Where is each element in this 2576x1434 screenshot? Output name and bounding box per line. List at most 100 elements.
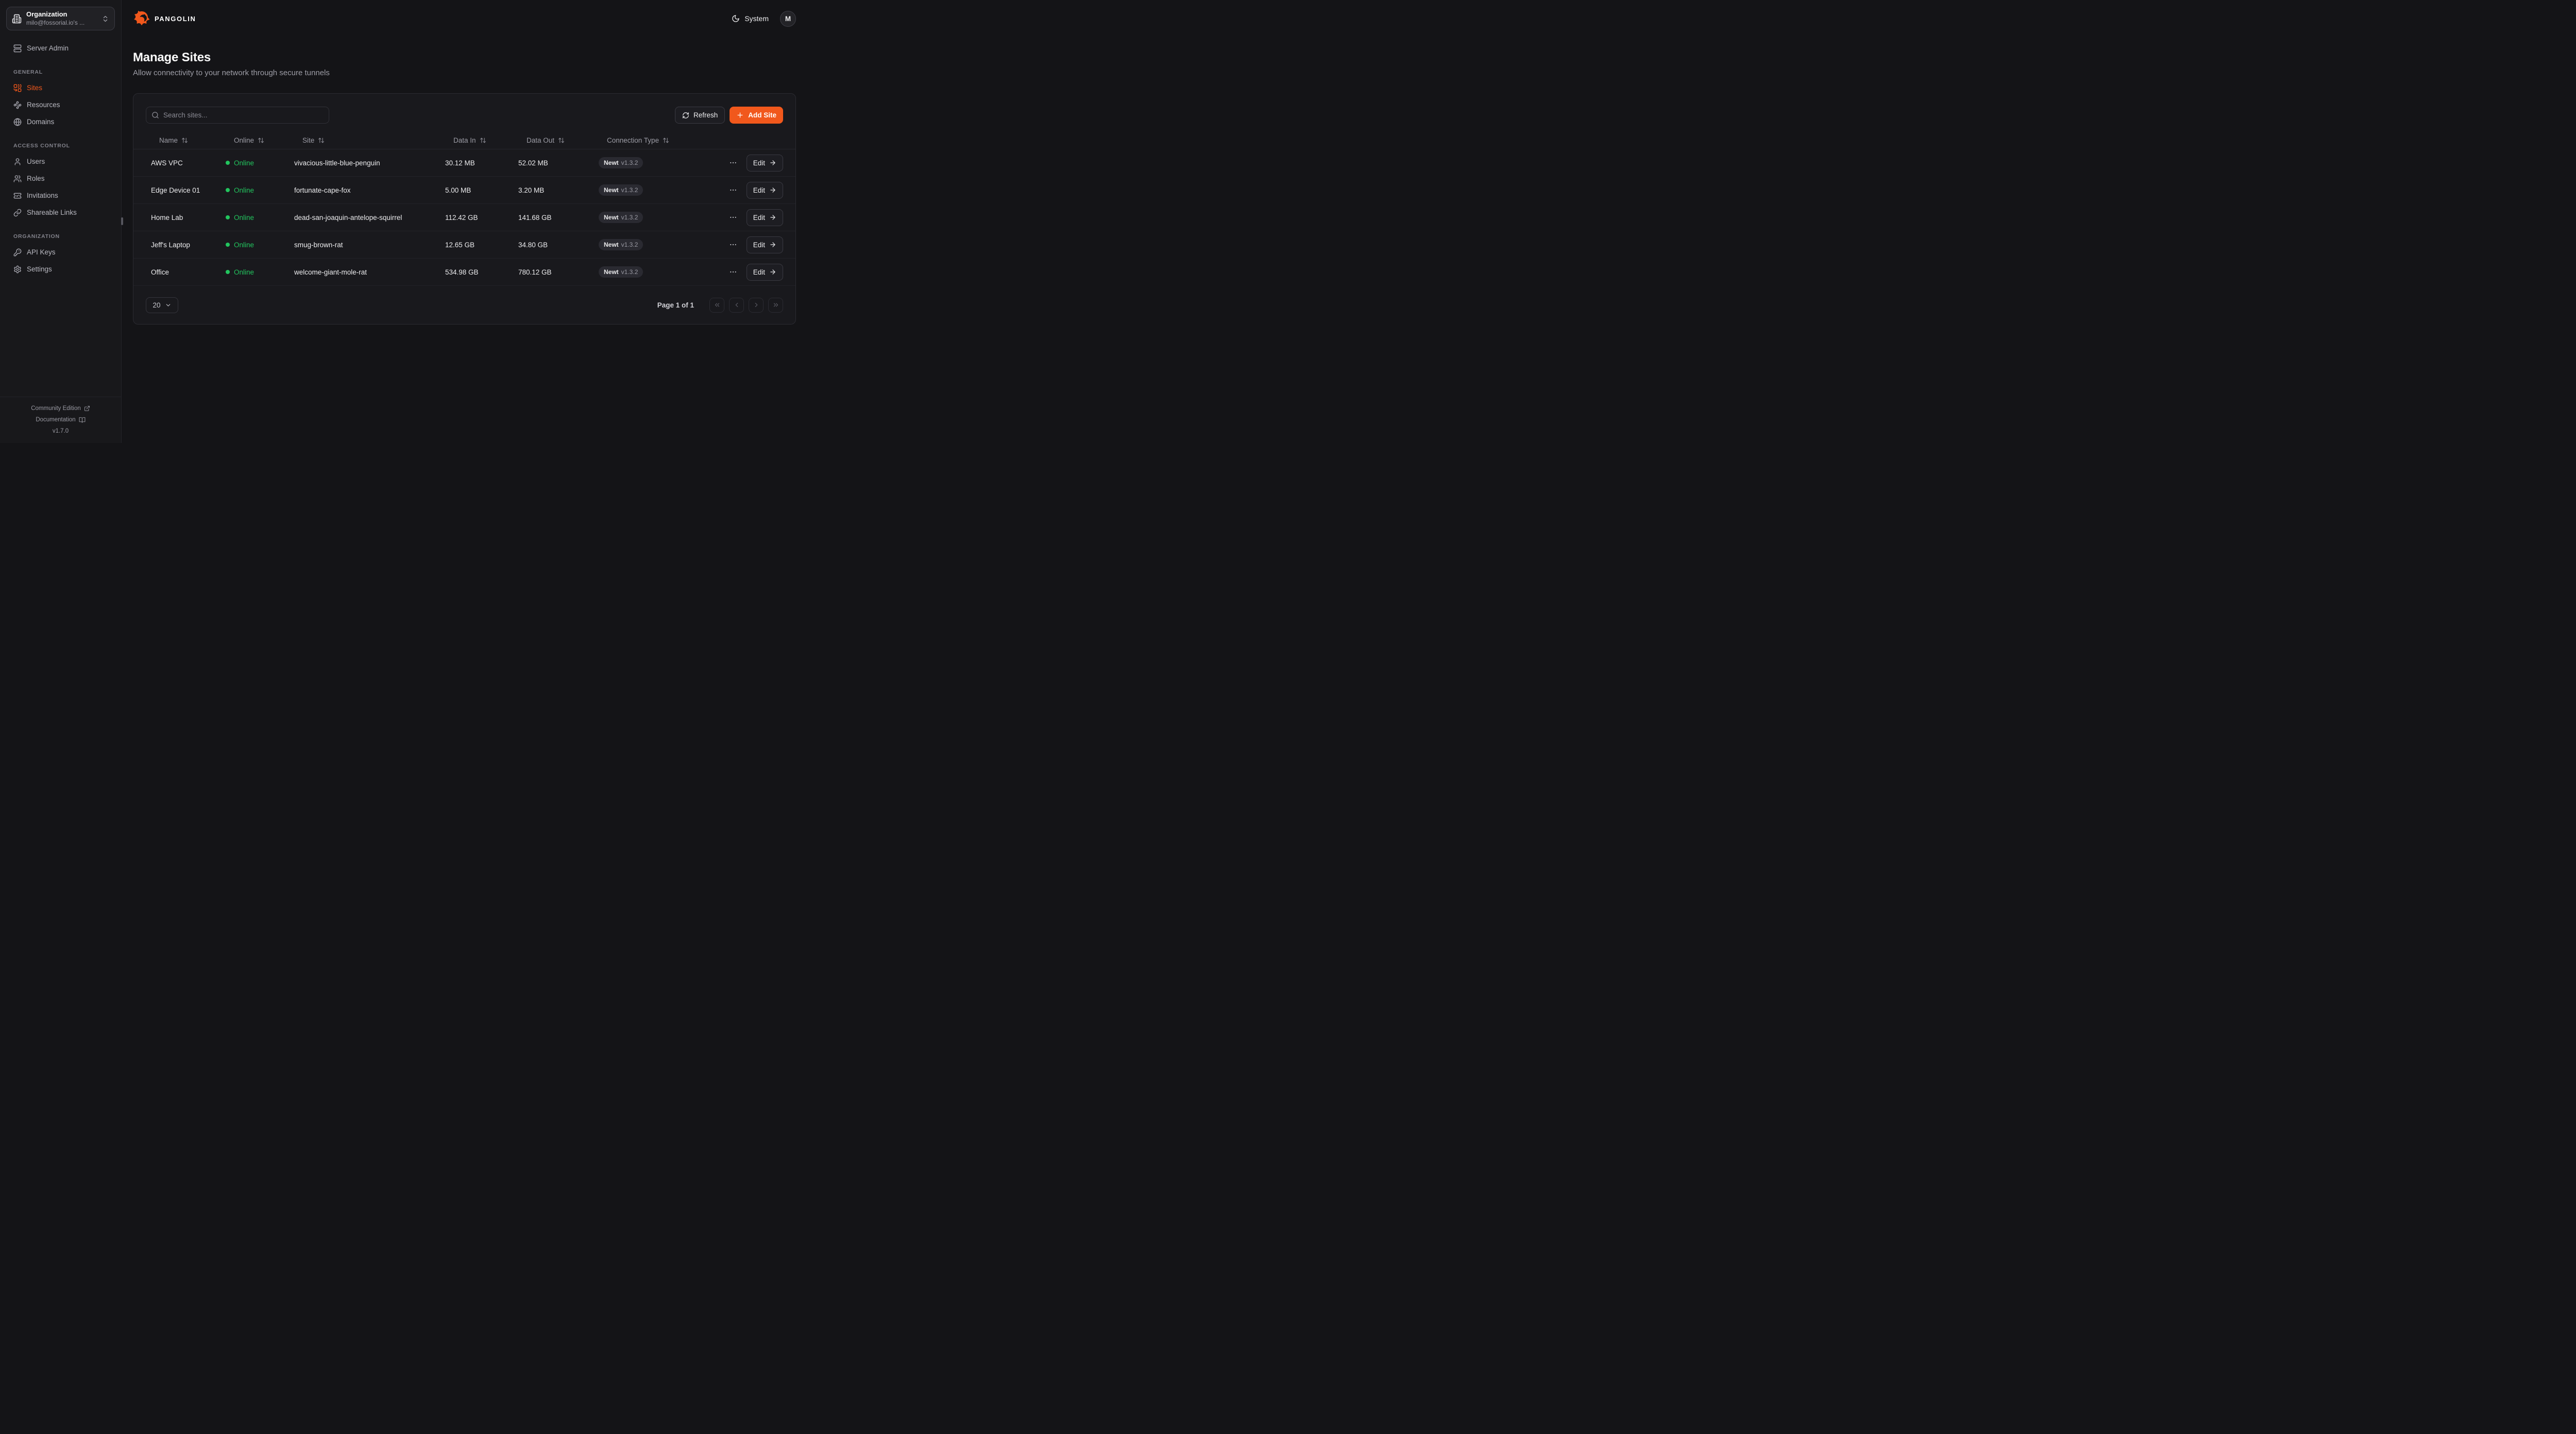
row-menu-button[interactable] [727, 157, 739, 169]
avatar[interactable]: M [780, 10, 796, 27]
sidebar-item-resources[interactable]: Resources [6, 96, 115, 113]
edit-button[interactable]: Edit [746, 236, 783, 253]
row-online: Online [226, 241, 294, 249]
ticket-check-icon [13, 192, 22, 200]
pager-buttons [709, 297, 783, 313]
sidebar-item-roles[interactable]: Roles [6, 170, 115, 187]
sidebar-item-label: Resources [27, 101, 60, 109]
page-size-value: 20 [152, 301, 161, 309]
book-open-icon [79, 417, 86, 423]
key-icon [13, 248, 22, 257]
row-site: welcome-giant-mole-rat [294, 268, 367, 276]
chevron-left-icon [733, 301, 740, 309]
server-icon [13, 44, 22, 53]
theme-toggle[interactable]: System [732, 14, 769, 23]
refresh-button[interactable]: Refresh [674, 107, 725, 124]
sidebar-item-server-admin[interactable]: Server Admin [6, 40, 115, 57]
arrow-up-down-icon [258, 137, 264, 144]
page-head: Manage Sites Allow connectivity to your … [133, 50, 796, 77]
org-selector-subtitle: milo@fossorial.io's ... [26, 19, 85, 26]
user-icon [13, 158, 22, 166]
row-data-out: 141.68 GB [518, 213, 552, 221]
connection-badge: Newt v1.3.2 [599, 212, 643, 223]
previous-page-button[interactable] [729, 297, 744, 313]
toolbar-actions: Refresh Add Site [674, 107, 783, 124]
row-edit-label: Edit [753, 213, 765, 221]
refresh-icon [682, 112, 689, 119]
row-connection-type: Newt v1.3.2 [599, 266, 717, 278]
arrow-up-down-icon [181, 137, 188, 144]
row-connection-type: Newt v1.3.2 [599, 239, 717, 250]
edit-button[interactable]: Edit [746, 154, 783, 172]
documentation-link[interactable]: Documentation [4, 414, 117, 425]
table-row[interactable]: Home Lab Online dead-san-joaquin-antelop… [133, 204, 795, 231]
sidebar-resize-handle[interactable] [121, 217, 123, 225]
column-header-name[interactable]: Name [151, 136, 226, 144]
row-actions: Edit [717, 181, 783, 199]
edit-button[interactable]: Edit [746, 209, 783, 226]
edit-button[interactable]: Edit [746, 263, 783, 281]
app-window: Organization milo@fossorial.io's ... Ser… [0, 0, 808, 443]
badge-version: v1.3.2 [621, 186, 638, 194]
sidebar-item-sites[interactable]: Sites [6, 79, 115, 96]
plus-icon [736, 111, 744, 119]
brand: PANGOLIN [133, 9, 196, 29]
users-icon [13, 175, 22, 183]
sidebar-item-domains[interactable]: Domains [6, 113, 115, 130]
card-toolbar: Refresh Add Site [133, 94, 795, 124]
combine-icon [13, 84, 22, 92]
column-label: Connection Type [607, 136, 659, 144]
table-row[interactable]: Jeff's Laptop Online smug-brown-rat 12.6… [133, 231, 795, 259]
community-edition-link[interactable]: Community Edition [4, 403, 117, 414]
column-header-data-in[interactable]: Data In [445, 136, 518, 144]
sidebar-item-api-keys[interactable]: API Keys [6, 244, 115, 261]
row-data-in: 534.98 GB [445, 268, 479, 276]
table-header: Name Online Site [133, 132, 795, 149]
org-selector-text: Organization milo@fossorial.io's ... [26, 10, 84, 26]
page-size-select[interactable]: 20 [146, 297, 178, 313]
row-menu-button[interactable] [727, 266, 739, 278]
org-selector[interactable]: Organization milo@fossorial.io's ... [6, 7, 115, 30]
table-row[interactable]: Office Online welcome-giant-mole-rat 534… [133, 259, 795, 286]
arrow-up-down-icon [558, 137, 565, 144]
sidebar-item-invitations[interactable]: Invitations [6, 187, 115, 204]
sidebar-item-label: Domains [27, 118, 55, 126]
online-dot-icon [226, 188, 230, 192]
row-site: dead-san-joaquin-antelope-squirrel [294, 213, 402, 221]
table-row[interactable]: AWS VPC Online vivacious-little-blue-pen… [133, 149, 795, 177]
search-input[interactable] [163, 111, 324, 119]
row-menu-button[interactable] [727, 211, 739, 224]
card-footer: 20 Page 1 of 1 [133, 286, 795, 324]
sidebar-item-users[interactable]: Users [6, 153, 115, 170]
connection-badge: Newt v1.3.2 [599, 184, 643, 196]
sidebar-item-shareable-links[interactable]: Shareable Links [6, 204, 115, 221]
first-page-button[interactable] [709, 297, 724, 313]
badge-client: Newt [604, 159, 619, 166]
column-header-site[interactable]: Site [294, 136, 445, 144]
section-label-general: GENERAL [13, 69, 43, 75]
add-site-button[interactable]: Add Site [730, 107, 783, 124]
column-header-data-out[interactable]: Data Out [518, 136, 599, 144]
next-page-button[interactable] [749, 297, 764, 313]
row-data-out: 52.02 MB [518, 159, 548, 167]
table-row[interactable]: Edge Device 01 Online fortunate-cape-fox… [133, 177, 795, 204]
row-edit-label: Edit [753, 241, 765, 249]
last-page-button[interactable] [768, 297, 783, 313]
online-dot-icon [226, 270, 230, 274]
column-header-online[interactable]: Online [226, 136, 294, 144]
badge-version: v1.3.2 [621, 159, 638, 166]
row-name: Office [151, 268, 170, 276]
row-data-out: 3.20 MB [518, 186, 545, 194]
edit-button[interactable]: Edit [746, 181, 783, 199]
community-edition-label: Community Edition [31, 405, 81, 412]
column-header-connection-type[interactable]: Connection Type [599, 136, 717, 144]
external-link-icon [84, 405, 90, 412]
row-menu-button[interactable] [727, 238, 739, 251]
page-status: Page 1 of 1 [657, 301, 694, 309]
sites-card: Refresh Add Site Name [133, 93, 796, 325]
sidebar-item-settings[interactable]: Settings [6, 261, 115, 278]
version-label: v1.7.0 [52, 428, 69, 434]
online-dot-icon [226, 215, 230, 219]
row-menu-button[interactable] [727, 184, 739, 196]
row-name: AWS VPC [151, 159, 183, 167]
